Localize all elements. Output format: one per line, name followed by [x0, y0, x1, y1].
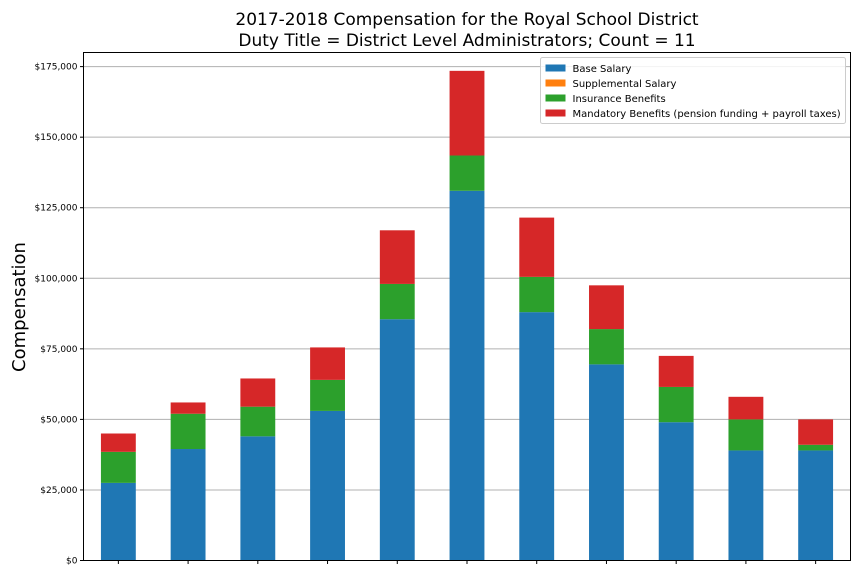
- bar-segment-1-bar-8: [589, 364, 624, 560]
- bar-segment-1-bar-10: [728, 450, 763, 560]
- bar-segment-1-bar-6: [450, 191, 485, 561]
- legend-swatch: [546, 110, 566, 117]
- bar-segment-1-bar-2: [171, 449, 206, 560]
- bar-segment-4-bar-3: [240, 378, 275, 406]
- bar-segment-4-bar-4: [310, 347, 345, 379]
- bar-segment-4-bar-6: [450, 71, 485, 156]
- bar-segment-4-bar-2: [171, 402, 206, 413]
- bar-segment-3-bar-1: [101, 452, 136, 483]
- bar-segment-3-bar-3: [240, 407, 275, 437]
- bar-segment-4-bar-11: [798, 419, 833, 444]
- y-tick-label: $0: [66, 557, 78, 567]
- y-tick-label: $25,000: [40, 486, 77, 496]
- legend-swatch: [546, 95, 566, 102]
- bar-segment-3-bar-4: [310, 380, 345, 411]
- bar-segment-3-bar-10: [728, 419, 763, 450]
- bar-segment-4-bar-7: [519, 218, 554, 277]
- bar-segment-3-bar-11: [798, 445, 833, 451]
- legend-label: Mandatory Benefits (pension funding + pa…: [573, 109, 841, 120]
- y-axis: $0 $25,000 $50,000 $75,000 $100,000 $125,000 $…: [35, 63, 84, 567]
- bar-segment-3-bar-8: [589, 329, 624, 364]
- bar-segment-4-bar-1: [101, 434, 136, 452]
- legend-label: Base Salary: [573, 64, 632, 75]
- x-axis: [118, 561, 815, 565]
- chart-title-line-2: Duty Title = District Level Administrato…: [238, 31, 695, 51]
- bar-segment-4-bar-5: [380, 230, 415, 284]
- bar-segment-1-bar-9: [659, 422, 694, 560]
- bar-segment-1-bar-5: [380, 319, 415, 560]
- y-tick-label: $100,000: [35, 274, 78, 284]
- bar-segment-3-bar-6: [450, 156, 485, 191]
- legend-label: Insurance Benefits: [573, 94, 666, 105]
- bar-segment-1-bar-7: [519, 312, 554, 560]
- legend-swatch: [546, 65, 566, 72]
- chart-title: 2017-2018 Compensation for the Royal Sch…: [235, 10, 699, 51]
- bar-segment-3-bar-7: [519, 277, 554, 312]
- bar-segment-1-bar-11: [798, 450, 833, 560]
- y-tick-label: $125,000: [35, 204, 78, 214]
- bar-segment-4-bar-9: [659, 356, 694, 387]
- bar-segment-3-bar-9: [659, 387, 694, 422]
- bar-segment-3-bar-5: [380, 284, 415, 319]
- bar-segment-1-bar-3: [240, 436, 275, 560]
- legend-swatch: [546, 80, 566, 87]
- y-tick-label: $150,000: [35, 133, 78, 143]
- bar-segment-4-bar-10: [728, 397, 763, 420]
- chart-title-line-1: 2017-2018 Compensation for the Royal Sch…: [235, 10, 699, 30]
- bar-segment-1-bar-4: [310, 411, 345, 561]
- legend-label: Supplemental Salary: [573, 79, 677, 90]
- bar-segment-1-bar-1: [101, 483, 136, 561]
- bar-segment-3-bar-2: [171, 414, 206, 449]
- bars: [101, 71, 833, 561]
- bar-segment-4-bar-8: [589, 285, 624, 329]
- y-tick-label: $75,000: [40, 345, 77, 355]
- y-axis-label: Compensation: [9, 242, 30, 372]
- y-tick-label: $50,000: [40, 415, 77, 425]
- legend: Base Salary Supplemental Salary Insurance …: [541, 58, 846, 124]
- y-tick-label: $175,000: [35, 63, 78, 73]
